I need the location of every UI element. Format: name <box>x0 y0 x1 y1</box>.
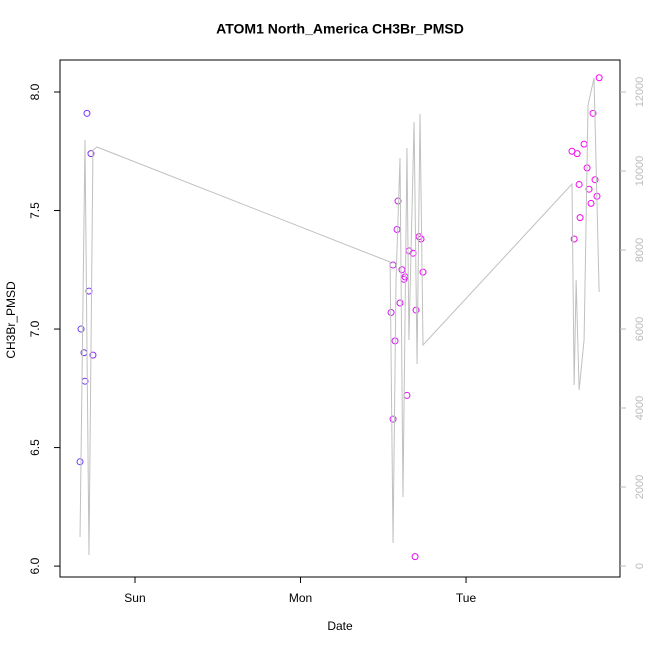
data-point <box>570 235 578 243</box>
data-point <box>396 299 404 307</box>
data-point <box>389 415 397 423</box>
data-point <box>89 351 97 359</box>
data-point <box>589 109 597 117</box>
y-tick-label: 6.0 <box>28 557 42 574</box>
data-point <box>419 268 427 276</box>
data-point <box>398 266 406 274</box>
data-point <box>411 553 419 561</box>
y2-tick-label: 2000 <box>634 475 646 499</box>
y-tick-label: 7.0 <box>28 320 42 337</box>
data-point <box>403 391 411 399</box>
y2-tick-label: 10000 <box>634 156 646 187</box>
x-tick-label: Tue <box>456 591 477 605</box>
data-point <box>76 458 84 466</box>
y-tick-label: 8.0 <box>28 83 42 100</box>
data-point <box>417 235 425 243</box>
data-point <box>87 150 95 158</box>
data-point <box>580 140 588 148</box>
data-point <box>77 325 85 333</box>
data-point <box>576 214 584 222</box>
y-axis-label: CH3Br_PMSD <box>4 281 18 359</box>
x-tick-label: Mon <box>289 591 312 605</box>
y2-tick-label: 0 <box>634 563 646 569</box>
data-point <box>591 176 599 184</box>
y2-tick-label: 4000 <box>634 396 646 420</box>
data-point <box>575 180 583 188</box>
y-tick-label: 7.5 <box>28 202 42 219</box>
x-tick-label: Sun <box>124 591 145 605</box>
data-point <box>83 109 91 117</box>
data-point <box>587 199 595 207</box>
data-point <box>393 225 401 233</box>
y2-tick-label: 8000 <box>634 238 646 262</box>
plot-frame <box>59 59 621 578</box>
y2-tick-label: 12000 <box>634 77 646 108</box>
data-point <box>595 74 603 82</box>
data-point <box>389 261 397 269</box>
data-point <box>573 150 581 158</box>
x-axis-label: Date <box>327 619 353 633</box>
y2-tick-label: 6000 <box>634 317 646 341</box>
y-tick-label: 6.5 <box>28 439 42 456</box>
chart-title: ATOM1 North_America CH3Br_PMSD <box>216 21 464 37</box>
data-point <box>585 185 593 193</box>
data-line <box>79 77 600 556</box>
